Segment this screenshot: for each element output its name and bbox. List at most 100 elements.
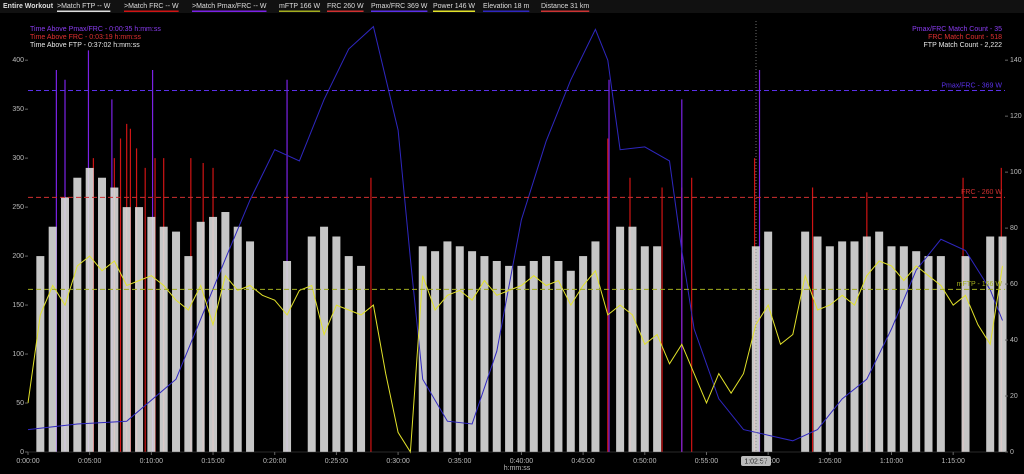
legend-entry[interactable]: >Match Pmax/FRC -- W (192, 3, 267, 10)
match-bar (172, 231, 181, 452)
y2-tick-label: 100 (1010, 169, 1022, 176)
legend-entry[interactable]: mFTP 166 W (279, 3, 320, 10)
match-bar (480, 256, 489, 452)
y2-tick-label: 0 (1010, 449, 1014, 456)
match-bar (48, 226, 57, 452)
stat-annotation: Pmax/FRC Match Count - 35 (912, 26, 1002, 33)
match-bar (887, 246, 896, 452)
match-bar (431, 251, 440, 452)
legend-entry[interactable]: >Match FRC -- W (124, 3, 179, 10)
match-bar (998, 236, 1007, 452)
y-tick-label: 350 (12, 106, 24, 113)
x-tick-label: 0:00:00 (16, 458, 39, 465)
match-bar (73, 177, 82, 452)
match-bar (961, 256, 970, 452)
match-bar (542, 256, 551, 452)
match-bar (505, 265, 514, 452)
legend: Entire Workout >Match FTP -- W >Match FR… (3, 3, 589, 12)
match-bar (320, 226, 329, 452)
match-bar (221, 212, 230, 452)
match-bar (159, 226, 168, 452)
view-label[interactable]: Entire Workout (3, 3, 54, 10)
match-bar (85, 167, 94, 452)
legend-swatch (371, 10, 428, 12)
x-axis-label: h:mm:ss (504, 465, 531, 472)
y2-tick-label: 140 (1010, 57, 1022, 64)
y2-tick-label: 120 (1010, 113, 1022, 120)
series-line (27, 25, 1003, 442)
match-bar (751, 246, 760, 452)
stat-annotation: Time Above FRC - 0:03:19 h:mm:ss (30, 34, 141, 41)
match-bar (209, 216, 218, 452)
match-bar (307, 236, 316, 452)
match-bar (122, 207, 131, 452)
legend-entry[interactable]: Pmax/FRC 369 W (371, 3, 428, 10)
reference-label: FRC - 260 W (961, 189, 1002, 196)
legend-swatch (541, 10, 590, 12)
match-bar (455, 246, 464, 452)
y-tick-label: 400 (12, 57, 24, 64)
legend-swatch (327, 10, 364, 12)
stat-annotation: FRC Match Count - 518 (928, 34, 1002, 41)
match-bar (517, 265, 526, 452)
x-tick-label: 0:30:00 (386, 458, 409, 465)
match-bar (492, 260, 501, 452)
legend-entry[interactable]: Elevation 18 m (483, 3, 529, 10)
match-bar (196, 221, 205, 452)
match-bar (246, 241, 255, 452)
match-bar (850, 241, 859, 452)
match-bar (233, 226, 242, 452)
legend-swatch (57, 10, 111, 12)
cursor-label: 1:02:57 (744, 458, 767, 465)
x-tick-label: 1:00:00 (756, 458, 779, 465)
legend-swatch (279, 10, 321, 12)
match-bar (283, 260, 292, 452)
match-bar (653, 246, 662, 452)
match-bar (579, 256, 588, 452)
y2-tick-label: 60 (1010, 281, 1018, 288)
match-bar (443, 241, 452, 452)
y-tick-label: 0 (20, 449, 24, 456)
stat-annotation: FTP Match Count - 2,222 (924, 42, 1003, 49)
legend-entry[interactable]: Power 146 W (433, 3, 475, 10)
legend-swatch (192, 10, 267, 12)
reference-label: Pmax/FRC - 369 W (941, 82, 1002, 89)
match-bar (591, 241, 600, 452)
legend-bar (0, 0, 1024, 13)
legend-entry[interactable]: >Match FTP -- W (57, 3, 111, 10)
y-tick-label: 250 (12, 204, 24, 211)
x-tick-label: 0:05:00 (78, 458, 101, 465)
legend-entry[interactable]: FRC 260 W (327, 3, 364, 10)
match-bar (332, 236, 341, 452)
y2-tick-label: 20 (1010, 393, 1018, 400)
match-bar (628, 226, 637, 452)
match-bar (554, 260, 563, 452)
match-bar (616, 226, 625, 452)
y-tick-label: 200 (12, 253, 24, 260)
x-tick-label: 1:05:00 (818, 458, 841, 465)
legend-swatch (124, 10, 179, 12)
match-bar (147, 216, 156, 452)
legend-entry[interactable]: Distance 31 km (541, 3, 589, 10)
stat-annotation: Time Above Pmax/FRC - 0:00:35 h:mm:ss (30, 26, 161, 33)
match-bar (110, 187, 119, 453)
match-bar (357, 265, 366, 452)
match-bar (529, 260, 538, 452)
y-tick-label: 50 (16, 400, 24, 407)
reference-label: mFTP - 166 W (957, 281, 1003, 288)
match-bar (912, 251, 921, 452)
x-tick-label: 1:10:00 (880, 458, 903, 465)
series-line (27, 255, 1003, 454)
stat-annotation: Time Above FTP - 0:37:02 h:mm:ss (30, 42, 140, 49)
match-bar (640, 246, 649, 452)
x-tick-label: 0:55:00 (695, 458, 718, 465)
x-tick-label: 0:25:00 (325, 458, 348, 465)
y-tick-label: 100 (12, 351, 24, 358)
match-bar (764, 231, 773, 452)
y2-tick-label: 40 (1010, 337, 1018, 344)
x-tick-label: 0:40:00 (510, 458, 533, 465)
x-tick-label: 0:20:00 (263, 458, 286, 465)
match-bar (566, 270, 575, 452)
match-bar (813, 236, 822, 452)
